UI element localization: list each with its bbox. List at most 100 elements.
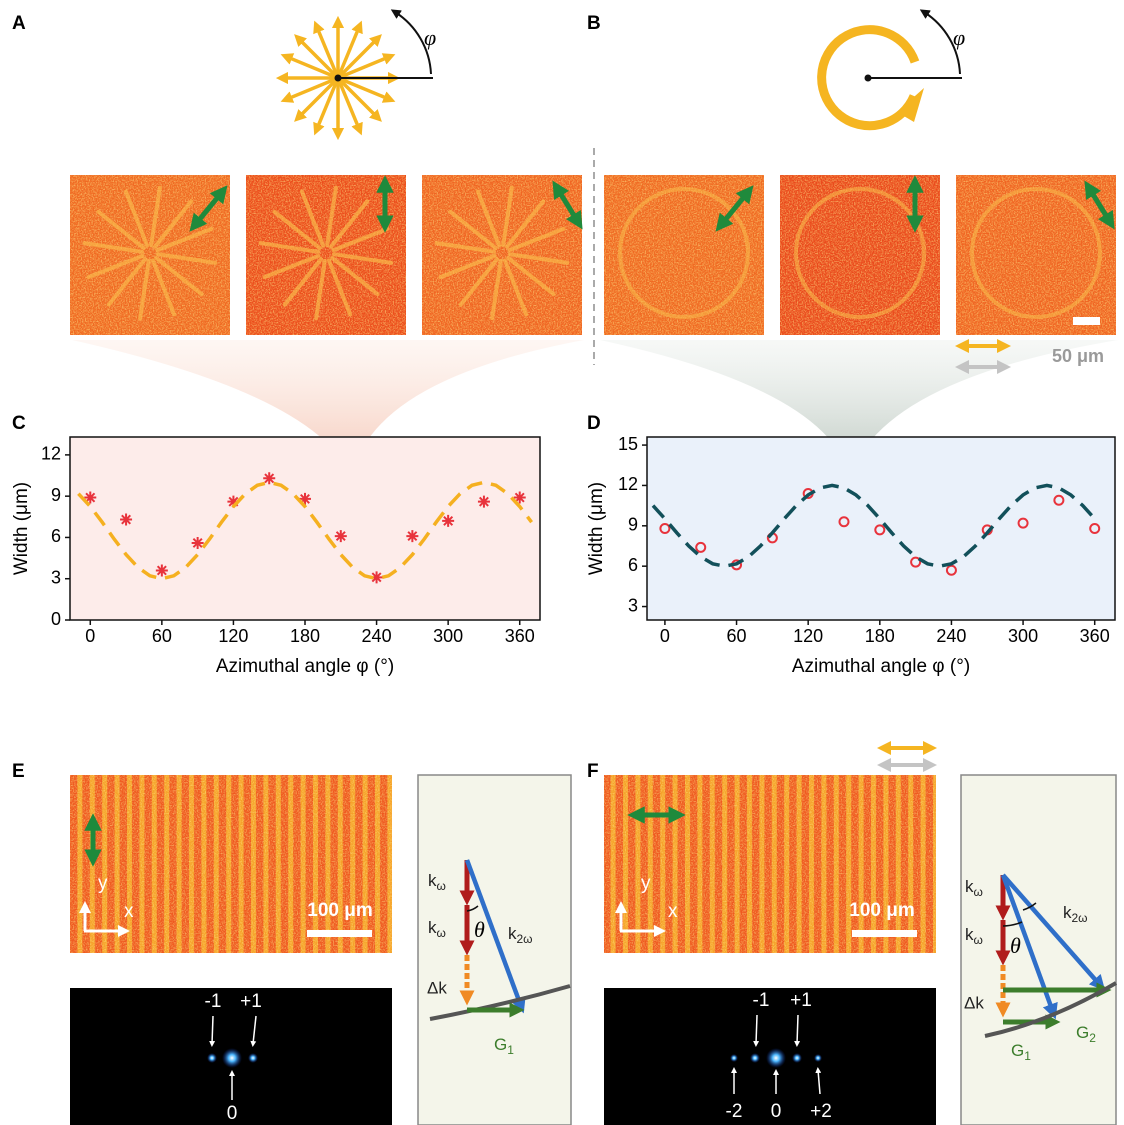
- y-tick-label: 12: [41, 444, 61, 464]
- vector-label: kω: [965, 877, 983, 899]
- radial-arrow: [313, 20, 340, 79]
- x-tick-label: 60: [152, 626, 172, 646]
- pattern-spoke: [155, 226, 214, 253]
- radial-arrow: [336, 77, 363, 136]
- pattern-spoke: [299, 189, 326, 248]
- order-arrow: [753, 1014, 760, 1047]
- x-tick-label: 120: [218, 626, 248, 646]
- image-texture: [70, 775, 392, 953]
- vector-label: G1: [1011, 1041, 1031, 1063]
- x-tick-label: 120: [793, 626, 823, 646]
- pattern-spoke: [507, 252, 570, 265]
- scale-label: 100 μm: [849, 900, 915, 921]
- scale-bar: [1073, 317, 1100, 325]
- data-point: [513, 491, 526, 504]
- pattern-spoke: [150, 258, 177, 317]
- data-point: [370, 571, 383, 584]
- y-tick-label: 15: [618, 434, 638, 454]
- pattern-spoke: [272, 209, 322, 251]
- pattern-spoke: [434, 241, 497, 254]
- y-axis-label: Width (μm): [586, 482, 607, 575]
- y-tick-label: 9: [51, 485, 61, 505]
- angle-arrow: [919, 9, 961, 75]
- data-point: [695, 541, 707, 553]
- plot-background: [647, 437, 1115, 620]
- circular-icon-head: [897, 88, 924, 122]
- vector-label: G2: [1076, 1023, 1096, 1045]
- circular-icon: [817, 25, 920, 131]
- x-tick-label: 0: [85, 626, 95, 646]
- diagram-box: [417, 774, 572, 1125]
- radial-arrow: [280, 76, 339, 103]
- angle-symbol: φ: [424, 25, 436, 50]
- scale-label: 100 μm: [307, 900, 373, 921]
- pattern-spoke: [490, 258, 503, 321]
- y-tick-label: 0: [51, 609, 61, 629]
- order-label: -1: [753, 990, 770, 1011]
- pattern-spoke: [262, 253, 321, 280]
- panel-label: B: [587, 13, 601, 34]
- data-point: [910, 556, 922, 568]
- polarization-arrow: [715, 185, 754, 232]
- data-point: [334, 530, 347, 543]
- radial-arrow: [336, 20, 363, 79]
- pattern-spoke: [506, 255, 556, 297]
- data-point: [299, 492, 311, 505]
- panel-label: D: [587, 413, 601, 434]
- data-point: [477, 495, 490, 508]
- radial-arrow: [313, 77, 340, 136]
- image-row: [70, 175, 1116, 335]
- pattern-spoke: [138, 258, 151, 321]
- fft-spot: [750, 1053, 760, 1063]
- pattern-spoke: [438, 253, 497, 280]
- center-dot: [334, 74, 342, 82]
- y-tick-label: 6: [628, 555, 638, 575]
- fit-curve: [651, 483, 1096, 568]
- pattern-spoke: [458, 257, 500, 307]
- pattern-spoke: [123, 189, 150, 248]
- panel-label: F: [587, 761, 599, 782]
- axis-letter: y: [641, 873, 651, 894]
- fit-curve: [77, 480, 533, 581]
- order-arrow: [794, 1014, 801, 1047]
- data-point: [227, 495, 240, 508]
- order-arrow: [250, 1015, 257, 1047]
- axis-letter: x: [668, 901, 678, 922]
- pattern-spoke: [282, 257, 324, 307]
- fft-spot: [792, 1053, 802, 1063]
- data-point: [191, 536, 204, 549]
- pattern-ring: [618, 187, 750, 319]
- x-tick-label: 300: [433, 626, 463, 646]
- radial-arrow: [294, 76, 340, 122]
- order-label: 0: [771, 1101, 782, 1122]
- data-point: [945, 564, 957, 576]
- theta-arc: [466, 905, 479, 912]
- pattern-spoke: [330, 255, 380, 297]
- vector-label: Δk: [964, 993, 984, 1012]
- order-label: -1: [205, 991, 222, 1012]
- diagram-box: [960, 774, 1117, 1125]
- image-texture: [604, 775, 936, 953]
- pattern-spoke: [154, 255, 204, 297]
- data-point: [406, 530, 419, 543]
- pattern-ring: [970, 187, 1102, 319]
- y-tick-label: 3: [51, 567, 61, 587]
- fft-spot: [222, 1048, 242, 1068]
- x-tick-label: 0: [660, 626, 670, 646]
- fft-spot: [207, 1053, 217, 1063]
- data-point: [874, 524, 886, 536]
- vector-label: kω: [428, 871, 446, 893]
- pattern-spoke: [314, 258, 327, 321]
- pattern-spoke: [475, 189, 502, 248]
- radial-arrow: [336, 76, 382, 122]
- pattern-spoke: [331, 252, 394, 265]
- polarization-arrow: [1084, 180, 1115, 230]
- image-texture: [246, 175, 406, 335]
- fft-spot: [730, 1054, 738, 1062]
- pattern-spoke: [448, 209, 498, 251]
- axis-letter: y: [98, 873, 108, 894]
- pattern-spoke: [155, 252, 218, 265]
- curve: [429, 984, 571, 1021]
